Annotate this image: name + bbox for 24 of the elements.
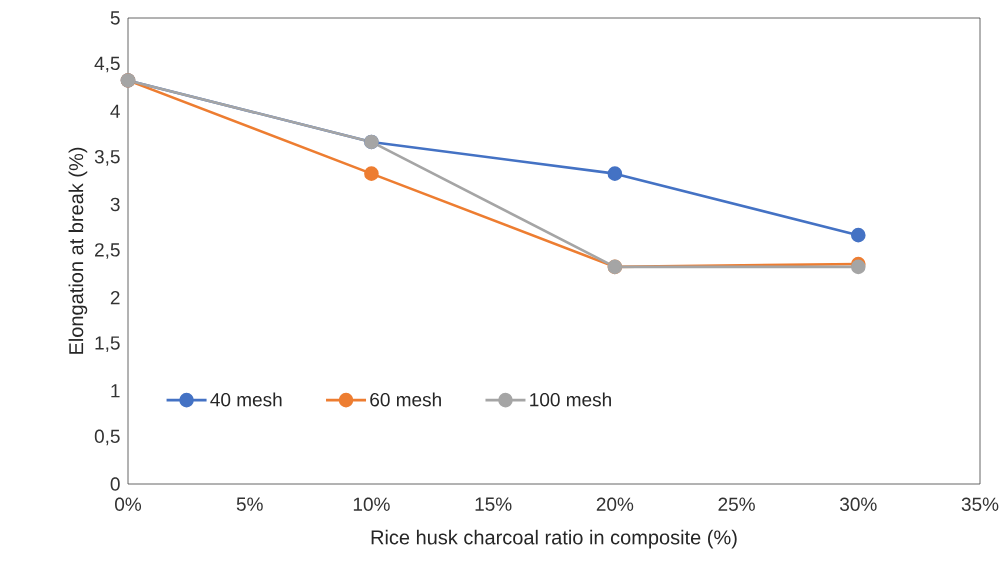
y-tick-label: 0,5 — [94, 429, 120, 446]
y-tick-label: 0 — [110, 477, 120, 491]
y-tick-label: 2,5 — [95, 243, 120, 259]
x-tick-label: 25% — [718, 497, 755, 511]
y-tick-label: 4 — [110, 104, 120, 118]
legend-label: 60 mesh — [370, 392, 441, 407]
x-axis-title: Rice husk charcoal ratio in composite (%) — [371, 529, 737, 549]
x-tick-label: 10% — [353, 497, 390, 511]
y-tick-label: 2 — [110, 290, 120, 305]
y-axis-title: Elongation at break (%) — [68, 147, 88, 354]
x-tick-label: 5% — [236, 497, 263, 511]
x-tick-label: 20% — [596, 497, 634, 511]
x-tick-label: 0% — [115, 497, 142, 511]
x-tick-label: 15% — [475, 497, 512, 511]
y-tick-label: 4,5 — [94, 56, 120, 73]
y-tick-label: 3,5 — [94, 149, 120, 166]
legend-label: 100 mesh — [530, 392, 611, 407]
y-tick-label: 1,5 — [95, 336, 120, 352]
y-tick-label: 1 — [111, 384, 120, 398]
x-tick-label: 35% — [961, 497, 999, 511]
x-tick-label: 30% — [840, 497, 877, 511]
legend-label: 40 mesh — [210, 392, 282, 407]
y-tick-label: 3 — [110, 197, 120, 212]
y-tick-label: 5 — [110, 11, 120, 25]
